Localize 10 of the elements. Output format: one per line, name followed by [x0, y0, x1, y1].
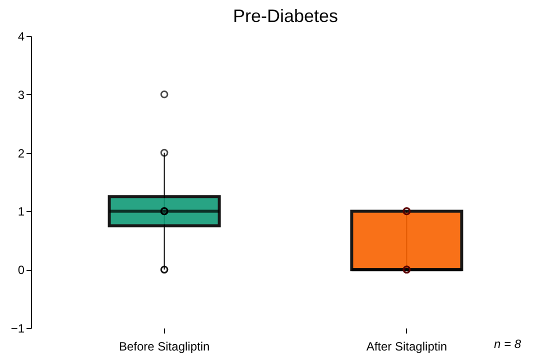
y-tick-label: 2: [18, 146, 25, 160]
y-tick-label: 0: [18, 263, 25, 278]
y-tick-label: 4: [18, 30, 25, 44]
x-tick-label: After Sitagliptin: [366, 340, 448, 354]
y-tick-label: 1: [18, 204, 25, 219]
y-tick-label: −1: [10, 322, 25, 336]
x-tick-label: Before Sitagliptin: [118, 340, 210, 354]
chart-title: Pre-Diabetes: [232, 6, 338, 26]
y-tick-label: 3: [18, 88, 25, 102]
text: n = 8: [494, 337, 522, 351]
